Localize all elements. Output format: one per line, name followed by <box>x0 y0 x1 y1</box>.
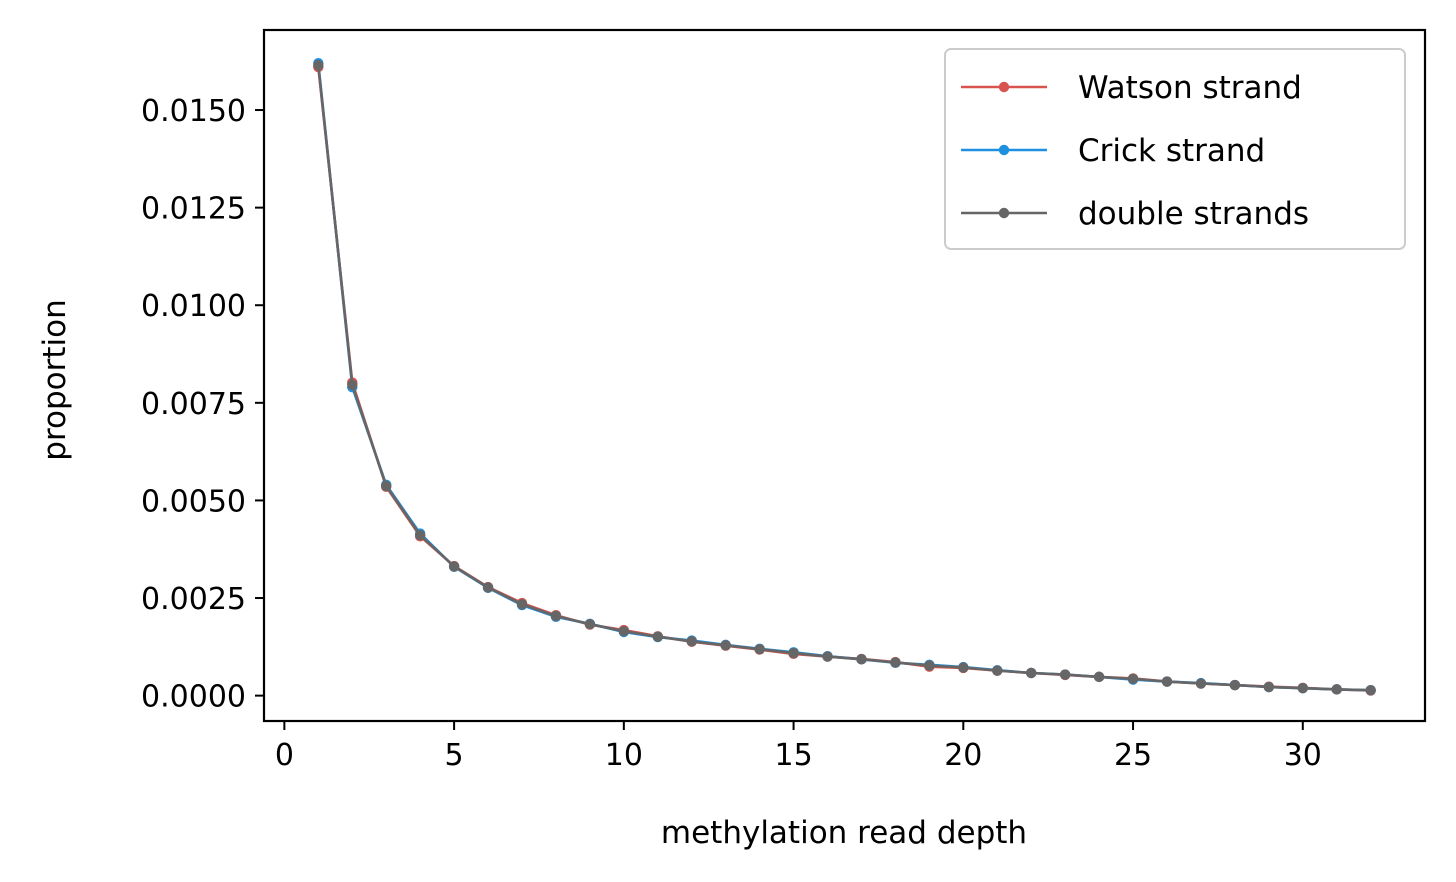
plot-frame <box>262 28 1427 723</box>
x-tick-label: 0 <box>275 738 294 773</box>
x-tick-label: 5 <box>445 738 464 773</box>
data-point-double-strands <box>720 640 731 651</box>
legend-box <box>944 48 1406 250</box>
x-axis-ticks: 0 5 10 15 20 25 30 <box>275 721 1322 773</box>
data-point-double-strands <box>1127 673 1139 685</box>
data-point-double-strands <box>516 599 528 610</box>
legend-marker-watson-strand <box>998 81 1010 93</box>
data-point-double-strands <box>1059 669 1071 680</box>
x-tick-label: 20 <box>944 738 982 773</box>
data-point-double-strands <box>1365 684 1376 696</box>
y-tick-label: 0.0100 <box>141 289 246 324</box>
data-point-double-strands <box>381 480 392 492</box>
data-point-double-strands <box>924 660 935 671</box>
y-tick-label: 0.0125 <box>141 192 246 227</box>
data-point-double-strands <box>686 636 697 647</box>
data-point-double-strands <box>414 529 426 541</box>
data-point-double-strands <box>584 618 596 630</box>
legend-label-double-strands: double strands <box>1078 196 1309 232</box>
y-axis-label: proportion <box>37 299 73 460</box>
data-point-double-strands <box>958 662 969 673</box>
legend-entries: Watson strand Crick strand double strands <box>961 70 1309 232</box>
legend-entry-watson-strand: Watson strand <box>961 70 1302 106</box>
data-point-double-strands <box>1331 684 1342 695</box>
data-point-double-strands <box>1263 681 1275 693</box>
data-point-double-strands <box>1161 676 1173 687</box>
legend-label-crick-strand: Crick strand <box>1078 133 1265 169</box>
data-point-double-strands <box>652 631 663 642</box>
x-tick-label: 10 <box>605 738 643 773</box>
x-tick-label: 15 <box>774 738 812 773</box>
data-point-double-strands <box>1297 683 1308 694</box>
data-point-double-strands <box>448 561 460 572</box>
data-point-double-strands <box>550 610 562 622</box>
y-tick-label: 0.0150 <box>141 94 246 129</box>
x-axis-label: methylation read depth <box>661 815 1027 851</box>
legend: Watson strand Crick strand double strands <box>944 48 1406 250</box>
data-point-double-strands <box>1026 667 1037 679</box>
x-tick-label: 30 <box>1284 738 1322 773</box>
data-point-double-strands <box>788 647 799 659</box>
series-double-strands <box>313 59 1376 696</box>
data-point-double-strands <box>482 582 494 593</box>
legend-marker-double-strands <box>998 207 1010 219</box>
data-point-double-strands <box>754 643 765 655</box>
data-point-double-strands <box>618 626 630 637</box>
data-point-double-strands <box>1093 671 1105 683</box>
y-tick-label: 0.0050 <box>141 484 246 519</box>
data-point-double-strands <box>347 379 358 391</box>
y-tick-label: 0.0025 <box>141 582 246 617</box>
legend-entry-double-strands: double strands <box>961 196 1309 232</box>
data-point-double-strands <box>890 657 901 668</box>
data-point-double-strands <box>313 59 324 71</box>
legend-label-watson-strand: Watson strand <box>1078 70 1302 106</box>
y-axis-ticks: 0.0000 0.0025 0.0050 0.0075 0.0100 0.0125 0.01… <box>141 94 264 715</box>
series-layer <box>313 57 1376 696</box>
legend-marker-crick-strand <box>998 144 1010 156</box>
y-tick-label: 0.0075 <box>141 387 246 422</box>
data-point-double-strands <box>992 665 1003 676</box>
data-point-double-strands <box>1229 679 1241 691</box>
x-tick-label: 25 <box>1114 738 1152 773</box>
data-point-double-strands <box>856 654 867 665</box>
data-point-double-strands <box>822 651 833 662</box>
series-line-double-strands <box>317 64 1371 692</box>
y-tick-label: 0.0000 <box>141 680 246 715</box>
data-point-double-strands <box>1195 678 1207 689</box>
legend-entry-crick-strand: Crick strand <box>961 133 1265 169</box>
